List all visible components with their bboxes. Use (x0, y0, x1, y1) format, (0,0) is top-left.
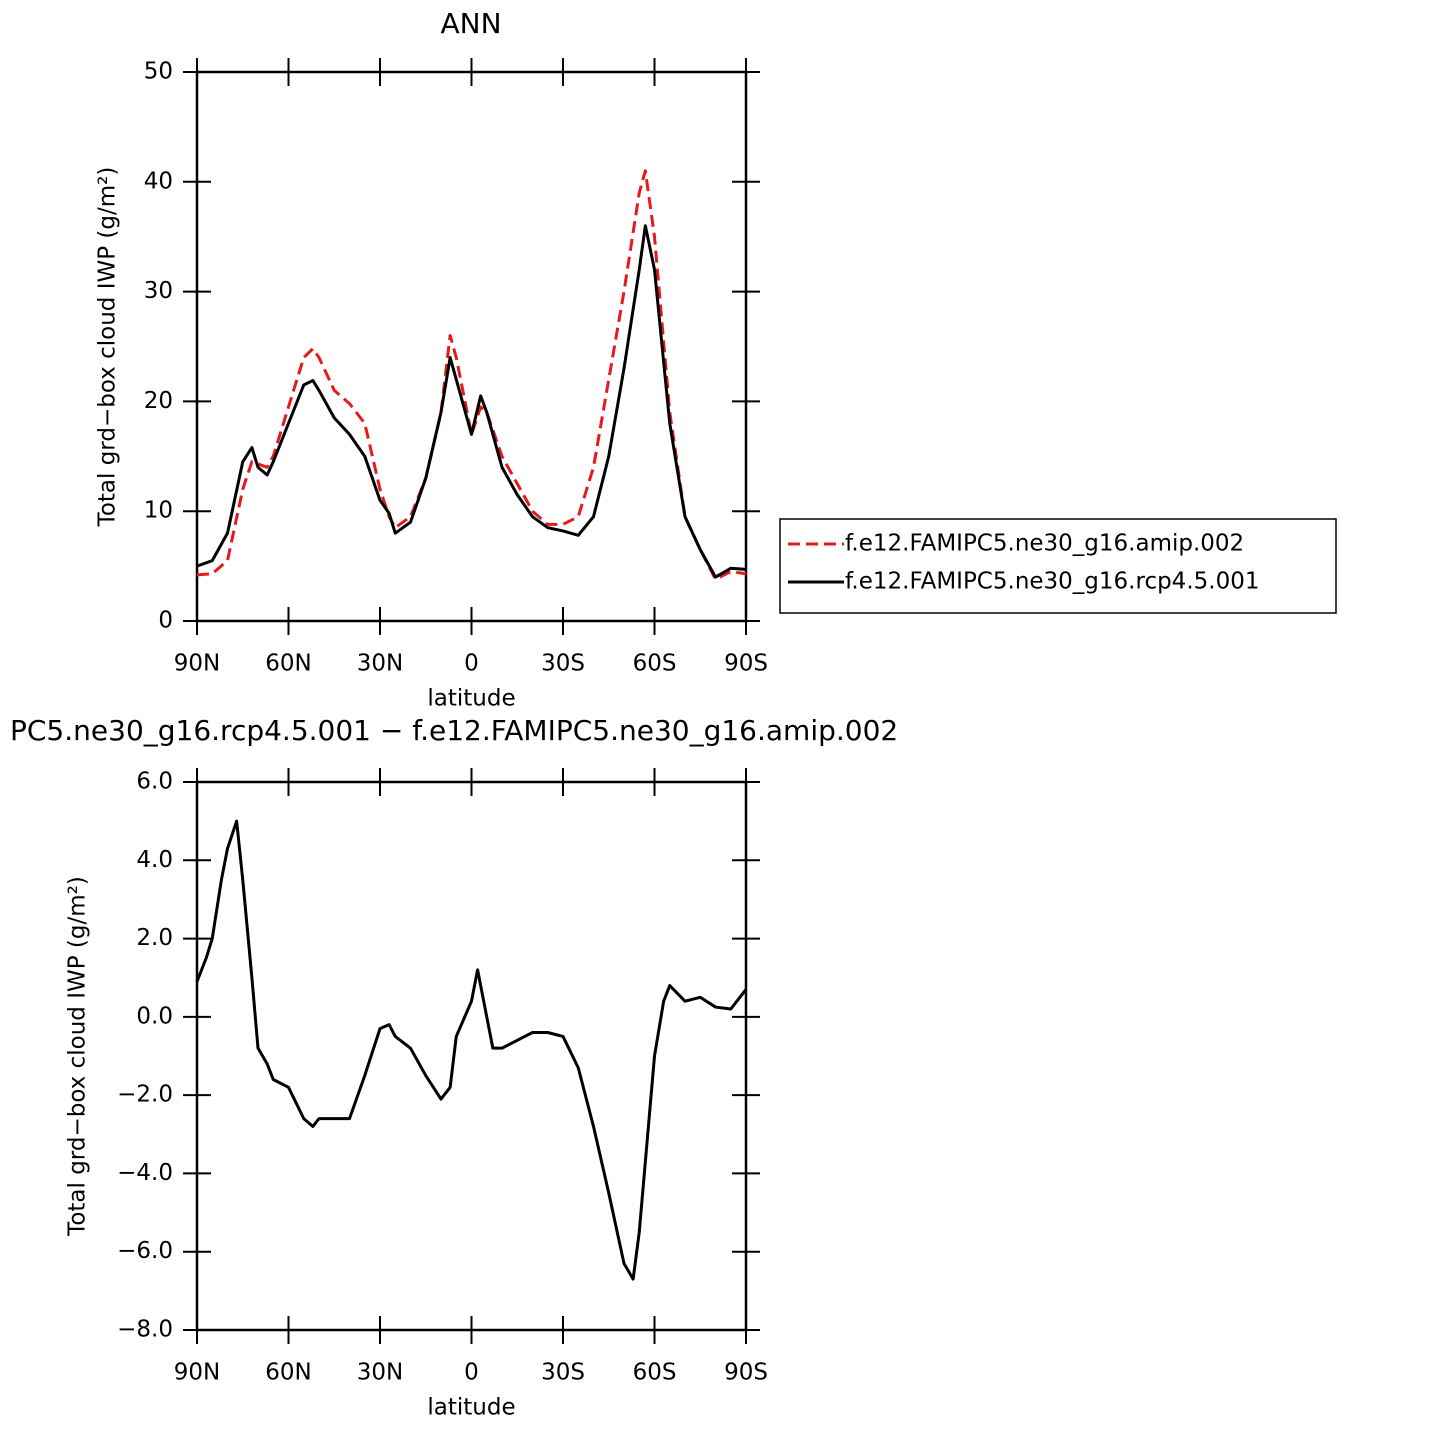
y-tick-label: 4.0 (136, 847, 173, 873)
legend-label: f.e12.FAMIPC5.ne30_g16.rcp4.5.001 (845, 569, 1259, 595)
y-tick-label: −8.0 (117, 1317, 173, 1343)
x-tick-label: 90S (724, 1360, 768, 1386)
y-tick-label: −2.0 (117, 1082, 173, 1108)
y-tick-label: 0.0 (136, 1003, 173, 1029)
x-tick-label: 90N (174, 1360, 220, 1386)
x-tick-label: 60S (633, 651, 677, 677)
chart-title: ANN (440, 7, 501, 40)
y-tick-label: −6.0 (117, 1238, 173, 1264)
x-tick-label: 30S (541, 651, 585, 677)
y-tick-label: −4.0 (117, 1160, 173, 1186)
y-tick-label: 0 (158, 608, 173, 634)
chart-title: PC5.ne30_g16.rcp4.5.001 − f.e12.FAMIPC5.… (10, 714, 898, 747)
data-line (195, 819, 748, 1281)
data-line (196, 224, 747, 579)
x-tick-label: 90N (174, 651, 220, 677)
y-tick-label: 2.0 (136, 925, 173, 951)
y-tick-label: 10 (144, 498, 173, 524)
y-tick-label: 6.0 (136, 769, 173, 795)
x-axis-label: latitude (427, 1395, 515, 1421)
x-tick-label: 30N (357, 1360, 403, 1386)
x-tick-label: 30N (357, 651, 403, 677)
x-tick-label: 30S (541, 1360, 585, 1386)
x-tick-label: 60N (265, 651, 311, 677)
x-axis-label: latitude (427, 686, 515, 712)
legend-box (779, 518, 1337, 614)
y-axis-label: Total grd−box cloud IWP (g/m²) (65, 876, 91, 1237)
x-tick-label: 0 (464, 1360, 479, 1386)
data-line (196, 169, 747, 581)
plot-frame (195, 780, 748, 1332)
y-tick-label: 30 (144, 278, 173, 304)
x-tick-label: 0 (464, 651, 479, 677)
y-tick-label: 20 (144, 388, 173, 414)
plot-frame (195, 70, 748, 623)
y-tick-label: 50 (144, 59, 173, 85)
y-axis-label: Total grd−box cloud IWP (g/m²) (95, 167, 121, 528)
x-tick-label: 60S (633, 1360, 677, 1386)
x-tick-label: 60N (265, 1360, 311, 1386)
legend-label: f.e12.FAMIPC5.ne30_g16.amip.002 (845, 531, 1244, 557)
y-tick-label: 40 (144, 168, 173, 194)
x-tick-label: 90S (724, 651, 768, 677)
